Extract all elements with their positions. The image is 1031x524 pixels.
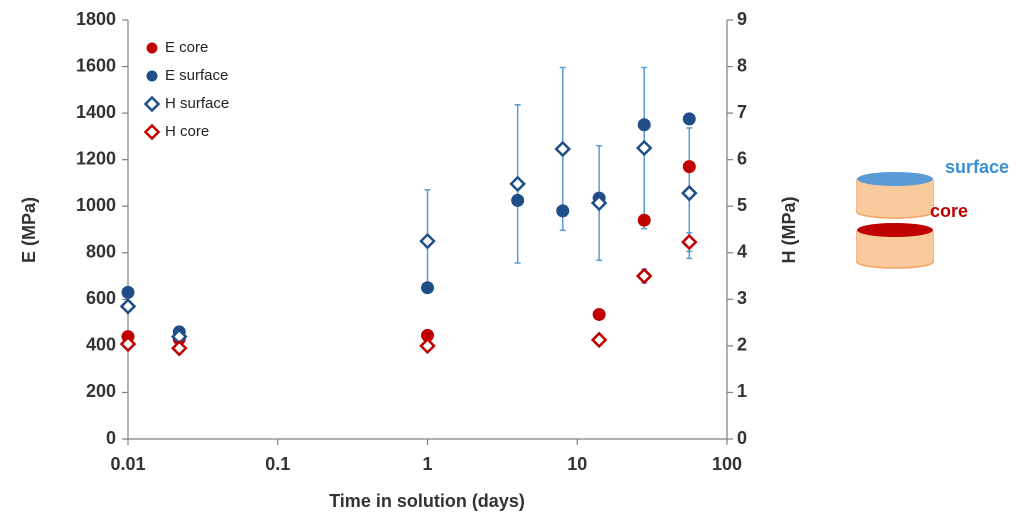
point (635, 267, 653, 285)
point (511, 193, 525, 207)
point (171, 339, 188, 357)
point (421, 328, 434, 342)
y-tick-label: 1400 (76, 102, 116, 122)
point (635, 139, 653, 157)
x-tick-label: 1 (422, 454, 432, 474)
point (590, 194, 608, 212)
y-tick-label: 1200 (76, 148, 116, 168)
y2-tick-label: 1 (737, 381, 747, 401)
sample-icon: surface core (856, 157, 1009, 269)
point (421, 281, 434, 295)
legend-label: H core (165, 123, 209, 140)
point (119, 298, 137, 315)
point (682, 112, 696, 126)
y2-tick-label: 0 (737, 428, 747, 448)
y2-tick-label: 8 (737, 55, 747, 75)
legend-marker (143, 95, 161, 113)
x-tick-label: 0.01 (110, 454, 145, 474)
y2-tick-label: 9 (737, 9, 747, 29)
legend-marker (143, 123, 161, 141)
y2-axis-title: H (MPa) (779, 196, 799, 263)
point (637, 118, 651, 132)
point (590, 331, 608, 349)
point (556, 204, 570, 218)
point (592, 307, 606, 321)
y-tick-label: 0 (106, 428, 116, 448)
point (419, 337, 436, 355)
annotation: core (930, 201, 968, 221)
y-tick-label: 600 (86, 288, 116, 308)
legend-marker (146, 70, 158, 82)
point (637, 213, 651, 227)
legend-label: E core (165, 39, 208, 56)
y2-tick-label: 7 (737, 102, 747, 122)
point (681, 233, 698, 251)
point (682, 160, 696, 174)
x-tick-label: 10 (567, 454, 587, 474)
y2-tick-label: 6 (737, 148, 747, 168)
y-axis-title: E (MPa) (19, 197, 39, 263)
y-tick-label: 1800 (76, 9, 116, 29)
y2-tick-label: 4 (737, 242, 747, 262)
x-axis-title: Time in solution (days) (329, 491, 525, 511)
x-tick-label: 100 (712, 454, 742, 474)
point (119, 335, 137, 353)
y2-tick-label: 2 (737, 335, 747, 355)
x-tick-label: 0.1 (265, 454, 290, 474)
point (509, 175, 526, 193)
annotation: surface (945, 157, 1009, 177)
point (121, 285, 135, 299)
point (681, 184, 698, 202)
y-tick-label: 1600 (76, 55, 116, 75)
legend-label: E surface (165, 67, 228, 84)
y-tick-label: 200 (86, 381, 116, 401)
y-tick-label: 400 (86, 335, 116, 355)
surface-top (857, 172, 933, 186)
core-top (857, 223, 933, 237)
point (419, 232, 436, 250)
legend-label: H surface (165, 95, 229, 112)
y-tick-label: 800 (86, 242, 116, 262)
y-tick-label: 1000 (76, 195, 116, 215)
y2-tick-label: 3 (737, 288, 747, 308)
y2-tick-label: 5 (737, 195, 747, 215)
legend-marker (146, 42, 158, 54)
point (554, 140, 572, 158)
